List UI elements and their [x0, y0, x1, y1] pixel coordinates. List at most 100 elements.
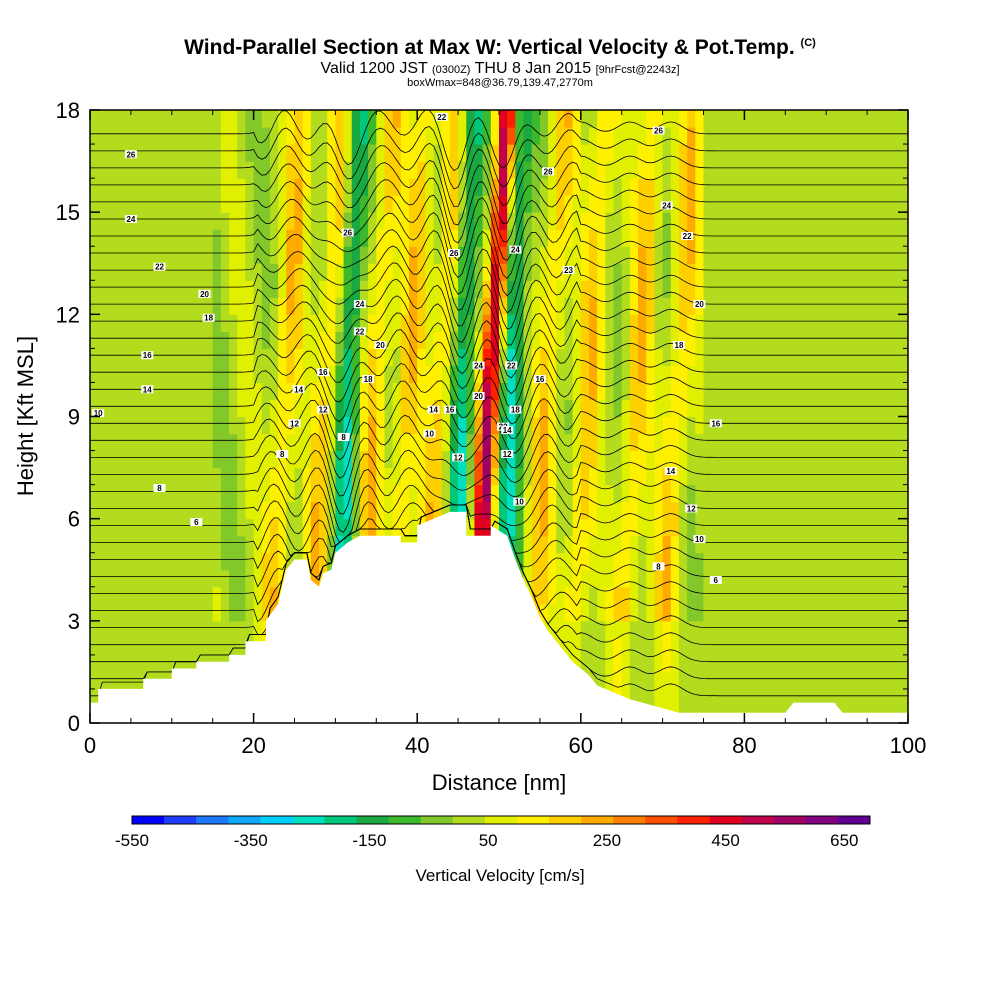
velocity-cell — [343, 280, 353, 298]
velocity-cell — [368, 144, 377, 162]
velocity-cell — [768, 688, 778, 707]
velocity-cell — [327, 501, 336, 520]
velocity-cell — [760, 552, 770, 571]
velocity-cell — [588, 178, 598, 196]
colorbar: -550 -350 -150 50 250 450 650 — [115, 815, 871, 850]
velocity-cell — [613, 127, 623, 145]
colorbar-frame — [131, 815, 871, 825]
velocity-cell — [319, 110, 328, 128]
velocity-cell — [425, 484, 435, 503]
velocity-cell — [793, 178, 803, 196]
velocity-cell — [752, 195, 762, 213]
velocity-cell — [646, 212, 656, 230]
velocity-cell — [629, 365, 639, 384]
velocity-cell — [785, 348, 795, 367]
contour-label: 12 — [454, 453, 463, 462]
velocity-cell — [662, 535, 672, 554]
velocity-cell — [711, 263, 721, 281]
colorbar-swatch — [132, 816, 165, 824]
velocity-cell — [867, 637, 876, 656]
velocity-cell — [875, 450, 885, 469]
velocity-cell — [188, 246, 197, 264]
terrain-area — [90, 511, 908, 723]
velocity-cell — [588, 382, 598, 401]
velocity-cell — [359, 331, 369, 349]
velocity-cell — [687, 382, 696, 401]
velocity-cell — [728, 161, 737, 179]
velocity-cell — [801, 127, 811, 145]
velocity-cell — [728, 280, 737, 298]
velocity-cell — [196, 263, 206, 281]
velocity-cell — [466, 246, 476, 264]
velocity-cell — [834, 433, 844, 452]
velocity-cell — [719, 535, 729, 554]
velocity-cell — [711, 535, 721, 554]
velocity-cell — [319, 450, 328, 469]
velocity-cell — [638, 603, 647, 622]
velocity-cell — [310, 501, 320, 520]
velocity-cell — [368, 161, 377, 179]
velocity-cell — [179, 212, 189, 230]
velocity-cell — [777, 620, 786, 639]
velocity-cell — [662, 365, 672, 384]
velocity-cell — [139, 195, 148, 213]
velocity-cell — [310, 263, 320, 281]
velocity-cell — [376, 501, 386, 520]
velocity-cell — [139, 433, 148, 452]
velocity-cell — [392, 450, 402, 469]
velocity-cell — [163, 450, 173, 469]
velocity-cell — [302, 246, 312, 264]
velocity-cell — [482, 348, 492, 367]
velocity-cell — [327, 297, 336, 315]
velocity-cell — [801, 416, 811, 435]
velocity-cell — [130, 110, 140, 128]
subtitle-utc: (0300Z) — [431, 64, 471, 76]
velocity-cell — [777, 569, 786, 588]
velocity-cell — [507, 280, 516, 298]
velocity-cell — [458, 382, 467, 401]
velocity-cell — [409, 484, 418, 503]
velocity-cell — [90, 416, 99, 435]
velocity-cell — [531, 161, 541, 179]
velocity-cell — [507, 212, 516, 230]
velocity-cell — [106, 178, 116, 196]
velocity-cell — [433, 467, 443, 486]
velocity-cell — [760, 365, 770, 384]
velocity-cell — [850, 127, 860, 145]
velocity-cell — [335, 144, 345, 162]
velocity-cell — [572, 654, 582, 673]
velocity-cell — [777, 195, 786, 213]
velocity-cell — [564, 382, 574, 401]
velocity-cell — [719, 246, 729, 264]
velocity-cell — [327, 246, 336, 264]
velocity-cell — [826, 127, 835, 145]
velocity-cell — [891, 399, 901, 418]
velocity-cell — [605, 671, 615, 690]
velocity-cell — [654, 382, 664, 401]
velocity-cell — [834, 484, 844, 503]
velocity-cell — [368, 416, 377, 435]
velocity-cell — [179, 365, 189, 384]
velocity-cell — [474, 127, 484, 145]
velocity-cell — [834, 654, 844, 673]
velocity-cell — [736, 161, 745, 179]
velocity-cell — [883, 331, 893, 349]
velocity-cell — [376, 382, 386, 401]
velocity-cell — [564, 399, 574, 418]
velocity-cell — [678, 263, 688, 281]
velocity-cell — [523, 178, 533, 196]
velocity-cell — [654, 348, 664, 367]
velocity-cell — [719, 297, 729, 315]
velocity-cell — [572, 161, 582, 179]
velocity-cell — [253, 620, 263, 639]
contour-label: 14 — [666, 467, 675, 476]
velocity-cell — [376, 229, 386, 247]
velocity-cell — [687, 110, 696, 128]
velocity-cell — [90, 450, 99, 469]
velocity-cell — [409, 314, 418, 332]
velocity-cell — [826, 467, 835, 486]
velocity-cell — [351, 399, 361, 418]
velocity-cell — [122, 433, 132, 452]
velocity-cell — [777, 280, 786, 298]
velocity-cell — [728, 416, 737, 435]
